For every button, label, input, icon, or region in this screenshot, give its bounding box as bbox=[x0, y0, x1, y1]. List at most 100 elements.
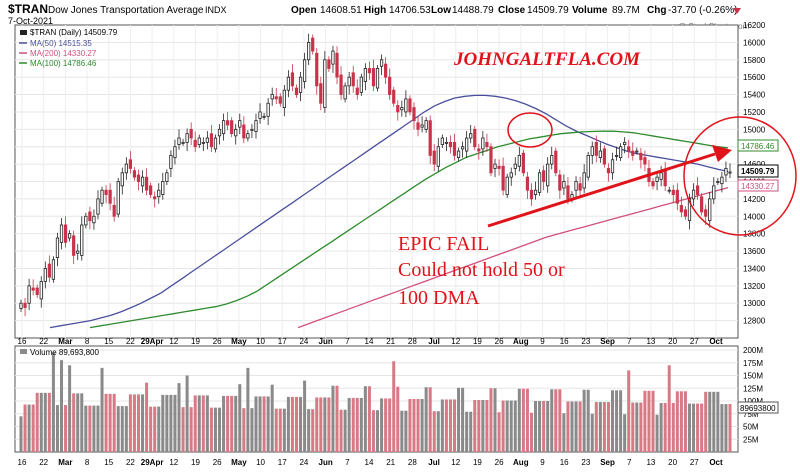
ma50-line bbox=[49, 94, 729, 329]
candle-body bbox=[226, 120, 230, 126]
volume-x-tick-label: 22 bbox=[126, 458, 135, 467]
volume-bar bbox=[116, 406, 120, 452]
volume-x-tick-label: Mar bbox=[58, 458, 72, 467]
candle-body bbox=[643, 157, 647, 165]
candle-body bbox=[165, 172, 169, 182]
volume-bar bbox=[647, 390, 651, 452]
candle-body bbox=[562, 181, 566, 189]
candle-body bbox=[606, 168, 611, 174]
volume-bar bbox=[307, 409, 311, 452]
volume-bar bbox=[384, 398, 388, 452]
candle-body bbox=[193, 139, 197, 148]
x-tick-label: 14 bbox=[365, 337, 374, 346]
candle-body bbox=[72, 235, 76, 256]
volume-x-tick-label: 26 bbox=[213, 458, 222, 467]
candle-body bbox=[655, 176, 659, 182]
volume-bar bbox=[234, 395, 238, 452]
volume-bar bbox=[712, 391, 716, 452]
volume-tag: 89693800 bbox=[740, 404, 776, 413]
candle-body bbox=[367, 68, 372, 74]
volume-bar bbox=[594, 402, 598, 452]
candle-body bbox=[679, 205, 683, 213]
ma200-tag-box bbox=[737, 179, 779, 192]
candle-body bbox=[533, 189, 538, 195]
candle-body bbox=[47, 263, 51, 278]
x-tick-label: 21 bbox=[386, 337, 395, 346]
x-tick-label: Jun bbox=[319, 337, 333, 346]
candle-body bbox=[242, 124, 246, 139]
volume-bar bbox=[505, 400, 509, 452]
candle-body bbox=[31, 287, 35, 291]
volume-bar bbox=[19, 416, 23, 452]
close-value: 14509.79 bbox=[527, 5, 569, 16]
volume-bar bbox=[404, 410, 408, 452]
volume-x-tick-label: 10 bbox=[256, 458, 265, 467]
price-tick-label: 14000 bbox=[743, 212, 766, 221]
candle-body bbox=[323, 59, 327, 108]
candle-body bbox=[501, 165, 505, 191]
volume-x-tick-label: 13 bbox=[646, 458, 655, 467]
volume-x-tick-label: Jul bbox=[428, 458, 440, 467]
volume-bar bbox=[497, 412, 501, 452]
volume-bar bbox=[493, 388, 497, 452]
volume-bar bbox=[477, 399, 481, 452]
volume-bar bbox=[651, 390, 655, 452]
volume-bar bbox=[396, 386, 400, 452]
open-label: Open bbox=[291, 5, 317, 16]
volume-bar bbox=[88, 405, 92, 452]
volume-bar bbox=[615, 390, 619, 452]
candle-body bbox=[550, 155, 554, 165]
candle-body bbox=[517, 155, 521, 167]
volume-bar bbox=[132, 394, 136, 452]
candle-body bbox=[209, 133, 214, 148]
volume-bar bbox=[31, 404, 35, 452]
volume-bar bbox=[687, 403, 691, 452]
fail-circle bbox=[683, 116, 797, 236]
volume-bar bbox=[546, 401, 550, 452]
candle-body bbox=[27, 285, 31, 304]
volume-bar bbox=[193, 395, 197, 452]
volume-bar bbox=[43, 392, 47, 452]
volume-bar bbox=[720, 404, 724, 452]
candle-body bbox=[92, 215, 96, 224]
volume-bar bbox=[254, 396, 258, 452]
candle-body bbox=[59, 224, 64, 243]
volume-bar bbox=[242, 408, 246, 452]
candle-body bbox=[594, 141, 598, 156]
volume-bar bbox=[335, 385, 339, 452]
volume-bar bbox=[141, 394, 145, 452]
x-tick-label: 29Apr bbox=[141, 337, 164, 346]
candle-body bbox=[282, 89, 286, 108]
volume-bar bbox=[619, 390, 623, 452]
price-tick-label: 13000 bbox=[743, 299, 766, 308]
x-tick-label: 28 bbox=[408, 337, 417, 346]
volume-x-tick-label: 19 bbox=[191, 458, 200, 467]
volume-bar bbox=[420, 398, 424, 452]
volume-bar bbox=[112, 393, 116, 452]
volume-bar bbox=[270, 384, 274, 452]
candle-body bbox=[485, 141, 489, 148]
candle-body bbox=[80, 224, 84, 256]
volume-bar bbox=[509, 400, 513, 452]
legend-ma50: MA(50) 14515.35 bbox=[30, 39, 92, 48]
volume-bar bbox=[667, 365, 671, 452]
volume-x-tick-label: 17 bbox=[278, 458, 287, 467]
candle-body bbox=[708, 198, 712, 222]
volume-bar bbox=[124, 406, 128, 452]
volume-bar bbox=[286, 396, 290, 452]
volume-bar bbox=[303, 380, 307, 452]
volume-bar bbox=[481, 399, 485, 452]
fail-arrow-line bbox=[487, 152, 716, 228]
volume-bar bbox=[696, 403, 700, 452]
volume-bar bbox=[444, 399, 448, 452]
crossover-circle bbox=[507, 112, 553, 148]
x-tick-label: 24 bbox=[299, 337, 308, 346]
volume-bar bbox=[400, 410, 404, 452]
x-tick-label: 7 bbox=[627, 337, 632, 346]
candle-body bbox=[132, 170, 137, 178]
volume-bar bbox=[319, 397, 323, 452]
volume-bar bbox=[424, 387, 428, 452]
candle-body bbox=[136, 174, 141, 182]
low-label: Low bbox=[431, 5, 451, 16]
candle-body bbox=[667, 189, 671, 192]
